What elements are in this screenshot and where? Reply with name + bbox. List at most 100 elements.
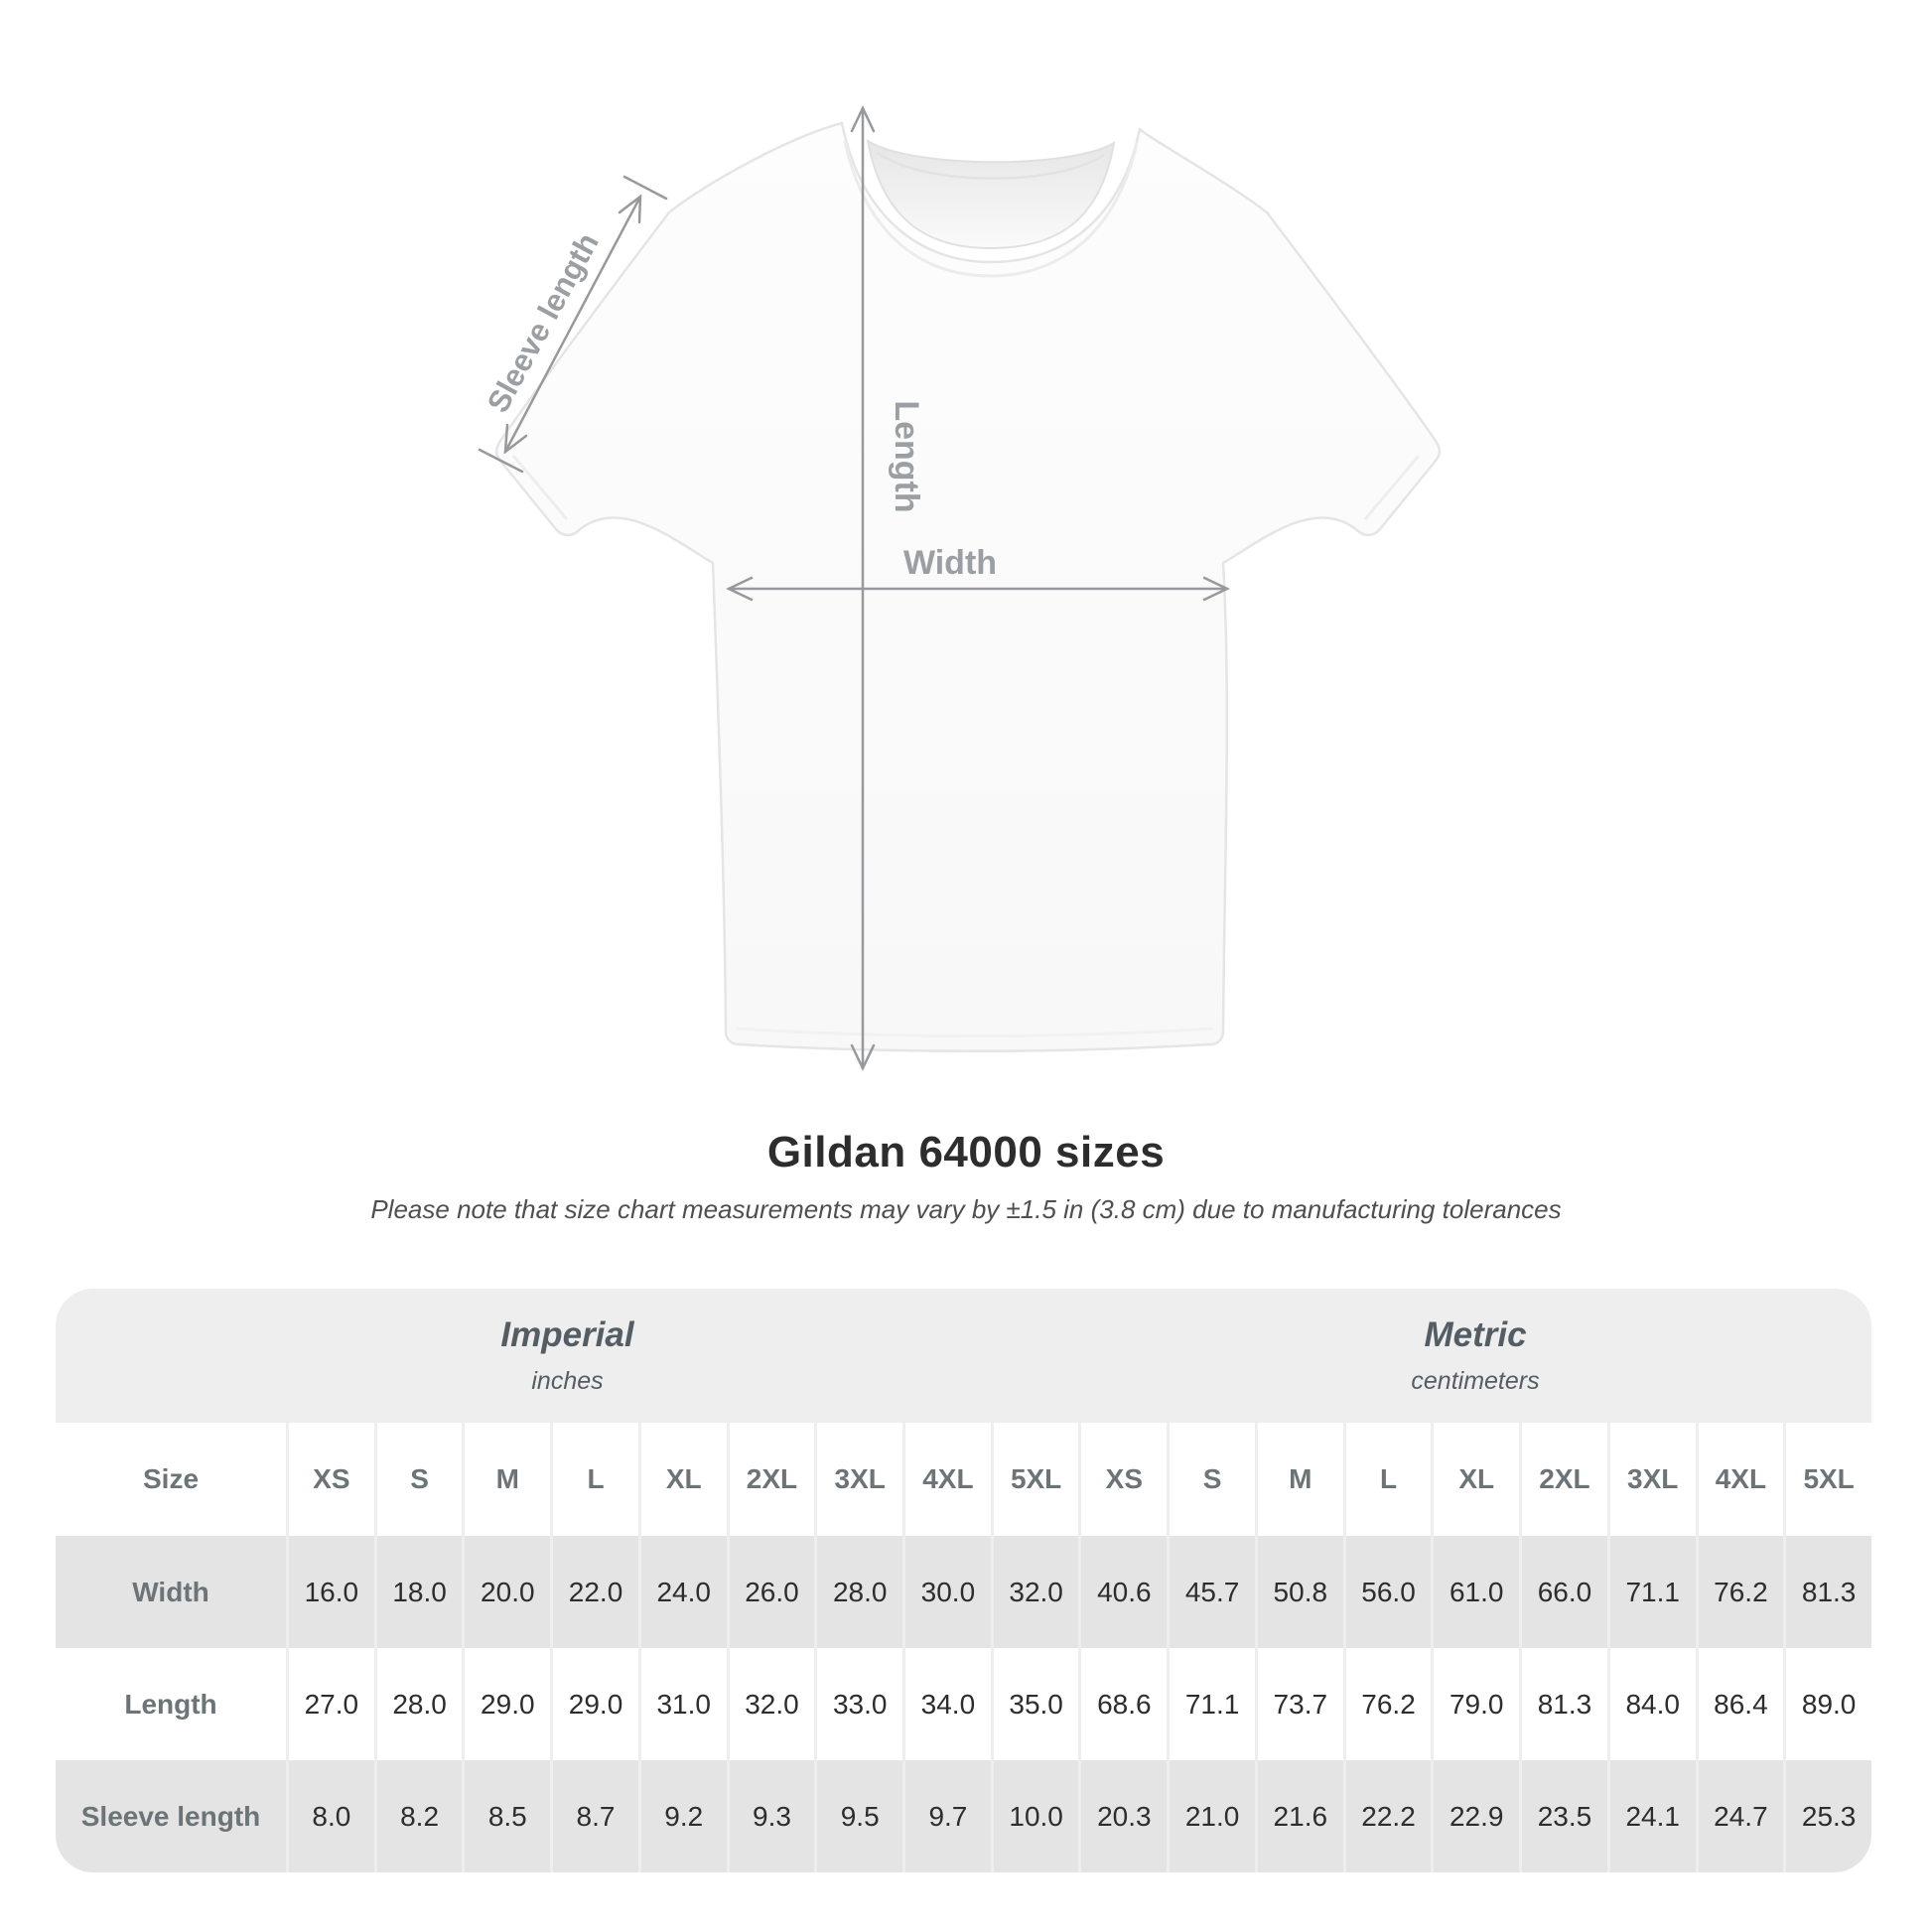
size-header-metric: L	[1345, 1423, 1432, 1536]
left-sleeve-stitch	[511, 455, 569, 520]
size-header-row: Size XS S M L XL 2XL 3XL 4XL 5XL XS S M …	[56, 1423, 1871, 1536]
length-imperial-value: 27.0	[289, 1648, 374, 1760]
size-header-metric: 3XL	[1609, 1423, 1696, 1536]
size-header-imperial: XS	[289, 1423, 374, 1536]
size-column-header: Size	[56, 1423, 286, 1536]
size-header-imperial: S	[376, 1423, 463, 1536]
sleeve-metric-value: 20.3	[1081, 1760, 1168, 1872]
collar-stitch	[843, 140, 1139, 278]
width-imperial-value: 20.0	[465, 1536, 551, 1648]
length-metric-value: 73.7	[1257, 1648, 1343, 1760]
tshirt-figure: Width Length Sleeve length	[478, 105, 1442, 1071]
width-metric-value: 40.6	[1081, 1536, 1168, 1648]
size-header-metric: 5XL	[1786, 1423, 1871, 1536]
sleeve-imperial-value: 8.5	[465, 1760, 551, 1872]
size-header-imperial: M	[465, 1423, 551, 1536]
width-imperial-value: 26.0	[729, 1536, 815, 1648]
width-metric-value: 81.3	[1786, 1536, 1871, 1648]
tshirt-body	[494, 121, 1442, 1052]
sleeve-length-row: Sleeve length 8.0 8.2 8.5 8.7 9.2 9.3 9.…	[56, 1760, 1871, 1872]
sleeve-imperial-value: 8.2	[376, 1760, 463, 1872]
length-metric-value: 68.6	[1081, 1648, 1168, 1760]
unit-group-metric: Metric centimeters	[1079, 1315, 1871, 1396]
size-header-imperial: L	[553, 1423, 638, 1536]
tshirt-graphic	[494, 121, 1442, 1052]
size-header-imperial: 5XL	[993, 1423, 1079, 1536]
width-imperial-value: 24.0	[640, 1536, 727, 1648]
width-metric-value: 66.0	[1522, 1536, 1607, 1648]
size-header-metric: M	[1257, 1423, 1343, 1536]
dimension-annotations	[478, 105, 1230, 1071]
metric-unit-label: centimeters	[1411, 1367, 1540, 1395]
width-imperial-value: 32.0	[993, 1536, 1079, 1648]
sleeve-imperial-value: 9.2	[640, 1760, 727, 1872]
length-metric-value: 71.1	[1170, 1648, 1255, 1760]
sleeve-metric-value: 23.5	[1522, 1760, 1607, 1872]
length-imperial-value: 35.0	[993, 1648, 1079, 1760]
collar-back-ridge	[877, 151, 1105, 180]
units-band: Imperial inches Metric centimeters	[56, 1289, 1871, 1423]
sleeve-metric-value: 22.9	[1434, 1760, 1520, 1872]
row-label: Width	[56, 1536, 286, 1648]
width-imperial-value: 30.0	[905, 1536, 991, 1648]
width-dimension-label: Width	[903, 544, 997, 582]
sleeve-metric-value: 24.7	[1698, 1760, 1784, 1872]
tshirt-collar-opening	[866, 138, 1116, 250]
size-header-metric: XS	[1081, 1423, 1168, 1536]
size-header-metric: 4XL	[1698, 1423, 1784, 1536]
width-imperial-value: 18.0	[376, 1536, 463, 1648]
right-sleeve-stitch	[1363, 455, 1421, 520]
size-header-imperial: 4XL	[905, 1423, 991, 1536]
length-imperial-value: 29.0	[465, 1648, 551, 1760]
width-dimension-line	[726, 576, 1230, 602]
page-title: Gildan 64000 sizes	[766, 1128, 1166, 1176]
length-imperial-value: 33.0	[817, 1648, 903, 1760]
size-header-imperial: 2XL	[729, 1423, 815, 1536]
unit-group-imperial: Imperial inches	[56, 1315, 1079, 1396]
length-metric-value: 79.0	[1434, 1648, 1520, 1760]
imperial-unit-label: inches	[531, 1367, 604, 1395]
hem-stitch	[736, 1027, 1214, 1037]
row-label: Length	[56, 1648, 286, 1760]
length-imperial-value: 31.0	[640, 1648, 727, 1760]
metric-heading: Metric	[1424, 1315, 1527, 1354]
sleeve-metric-value: 22.2	[1345, 1760, 1432, 1872]
size-header-imperial: 3XL	[817, 1423, 903, 1536]
imperial-heading: Imperial	[500, 1315, 634, 1354]
sleeve-metric-value: 21.0	[1170, 1760, 1255, 1872]
sleeve-imperial-value: 9.5	[817, 1760, 903, 1872]
length-metric-value: 84.0	[1609, 1648, 1696, 1760]
width-metric-value: 61.0	[1434, 1536, 1520, 1648]
length-row: Length 27.0 28.0 29.0 29.0 31.0 32.0 33.…	[56, 1648, 1871, 1760]
width-metric-value: 50.8	[1257, 1536, 1343, 1648]
sleeve-metric-value: 21.6	[1257, 1760, 1343, 1872]
width-metric-value: 45.7	[1170, 1536, 1255, 1648]
length-imperial-value: 28.0	[376, 1648, 463, 1760]
size-header-imperial: XL	[640, 1423, 727, 1536]
sleeve-imperial-value: 8.0	[289, 1760, 374, 1872]
size-header-metric: XL	[1434, 1423, 1520, 1536]
width-metric-value: 56.0	[1345, 1536, 1432, 1648]
sleeve-imperial-value: 8.7	[553, 1760, 638, 1872]
size-header-metric: 2XL	[1522, 1423, 1607, 1536]
sleeve-imperial-value: 9.7	[905, 1760, 991, 1872]
length-imperial-value: 34.0	[905, 1648, 991, 1760]
width-metric-value: 71.1	[1609, 1536, 1696, 1648]
length-metric-value: 81.3	[1522, 1648, 1607, 1760]
length-metric-value: 89.0	[1786, 1648, 1871, 1760]
row-label: Sleeve length	[56, 1760, 286, 1872]
sleeve-imperial-value: 9.3	[729, 1760, 815, 1872]
tolerance-note: Please note that size chart measurements…	[370, 1194, 1562, 1224]
length-imperial-value: 29.0	[553, 1648, 638, 1760]
length-dimension-label: Length	[888, 400, 925, 512]
length-metric-value: 76.2	[1345, 1648, 1432, 1760]
width-imperial-value: 28.0	[817, 1536, 903, 1648]
length-metric-value: 86.4	[1698, 1648, 1784, 1760]
sleeve-imperial-value: 10.0	[993, 1760, 1079, 1872]
width-row: Width 16.0 18.0 20.0 22.0 24.0 26.0 28.0…	[56, 1536, 1871, 1648]
size-table: Imperial inches Metric centimeters Size …	[56, 1289, 1871, 1872]
sleeve-metric-value: 24.1	[1609, 1760, 1696, 1872]
sleeve-length-dimension-line	[478, 175, 668, 474]
sleeve-metric-value: 25.3	[1786, 1760, 1871, 1872]
size-header-metric: S	[1170, 1423, 1255, 1536]
